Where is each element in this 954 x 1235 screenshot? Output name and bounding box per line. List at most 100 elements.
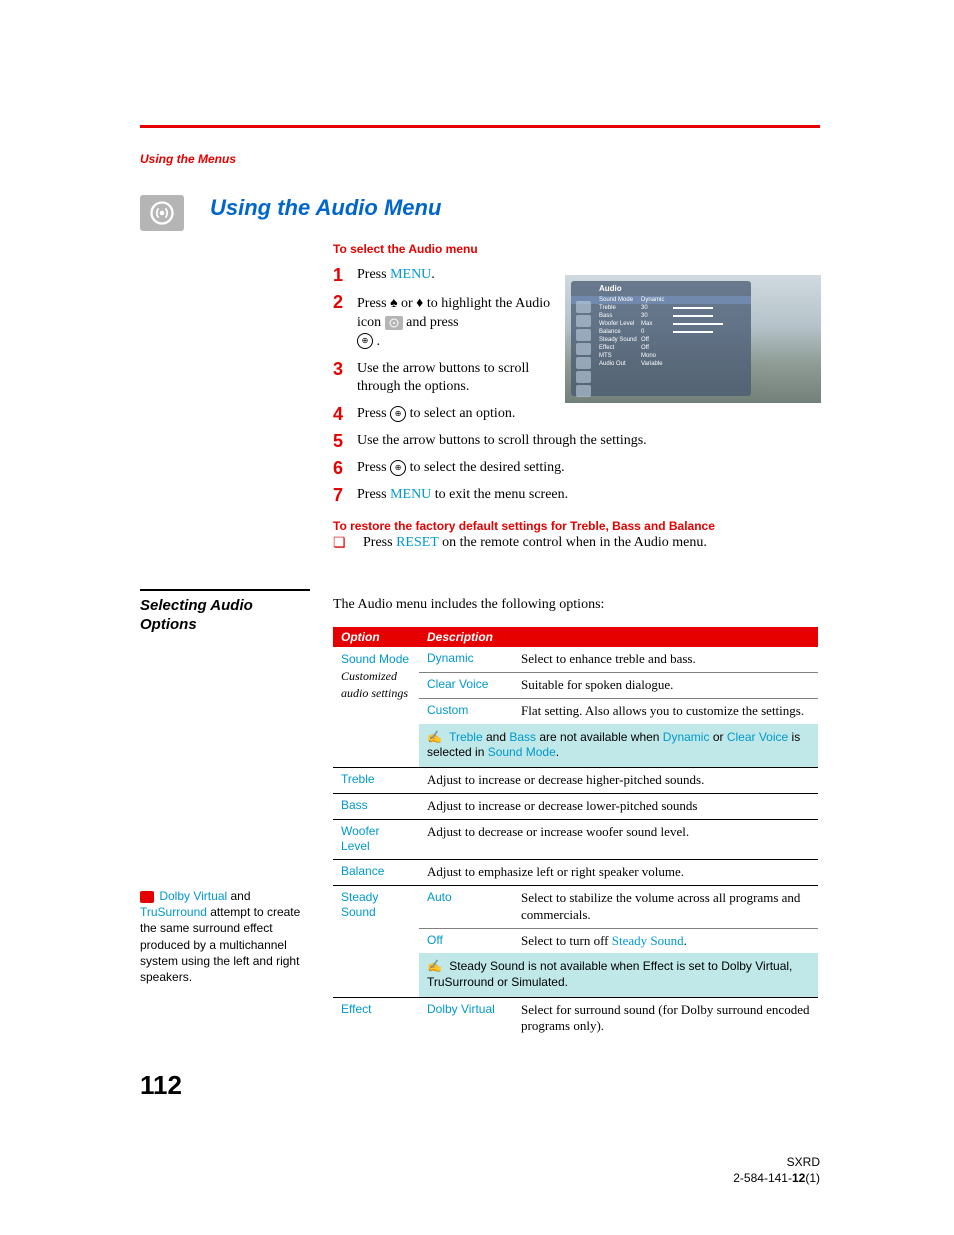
- text: or: [398, 296, 417, 311]
- table-row: Effect Dolby Virtual Select for surround…: [333, 997, 818, 1039]
- enter-button-icon: ⊕: [357, 333, 373, 349]
- top-rule: [140, 125, 820, 128]
- text: to select an option.: [406, 406, 515, 421]
- option-name: Woofer Level: [333, 819, 419, 859]
- text: Dynamic: [663, 730, 710, 744]
- page-number: 112: [140, 1070, 182, 1101]
- audio-section-icon: [140, 195, 184, 231]
- option-name: Sound Mode: [341, 652, 409, 666]
- text: or: [709, 730, 726, 744]
- tv-screenshot: Audio Sound ModeDynamic Treble30 Bass30 …: [565, 275, 821, 403]
- text: .: [431, 267, 435, 282]
- text: on the remote control when in the Audio …: [439, 535, 707, 550]
- table-row: Steady Sound Auto Select to stabilize th…: [333, 885, 818, 928]
- step-3: 3 Use the arrow buttons to scroll throug…: [333, 360, 553, 398]
- osd-row: Bass30: [571, 312, 751, 320]
- th-desc: Description: [419, 627, 513, 647]
- option-meta: Customized audio settings: [341, 669, 408, 700]
- section-heading: Selecting Audio Options: [140, 597, 310, 635]
- text: Select to turn off: [521, 933, 612, 948]
- step-num-6: 6: [333, 459, 357, 477]
- note-icon: ✍: [427, 730, 442, 746]
- section-divider: [140, 589, 310, 591]
- table-row: Treble Adjust to increase or decrease hi…: [333, 767, 818, 793]
- text: are not available when: [536, 730, 663, 744]
- audio-icon: [385, 316, 403, 330]
- sub-option: Dynamic: [419, 647, 513, 672]
- osd-title: Audio: [571, 281, 751, 296]
- page-title: Using the Audio Menu: [210, 195, 441, 221]
- footer-model: SXRD: [733, 1155, 820, 1171]
- osd-row: Woofer LevelMax: [571, 320, 751, 328]
- sub-option: Dolby Virtual: [419, 997, 513, 1039]
- text: Steady Sound is not available when Effec…: [427, 959, 792, 989]
- table-row: Woofer Level Adjust to decrease or incre…: [333, 819, 818, 859]
- step-num-7: 7: [333, 486, 357, 504]
- table-header-row: Option Description: [333, 627, 818, 647]
- osd-row: Treble30: [571, 304, 751, 312]
- subhead-select: To select the Audio menu: [333, 242, 818, 256]
- tip-icon: [140, 891, 154, 903]
- osd-row: MTSMono: [571, 352, 751, 360]
- option-name: Effect: [333, 997, 419, 1039]
- note-row: ✍ Steady Sound is not available when Eff…: [333, 953, 818, 997]
- text: Press: [357, 460, 390, 475]
- step-2: 2 Press ♠ or ♦ to highlight the Audio ic…: [333, 293, 553, 352]
- steps-list: 1 Press MENU. 2 Press ♠ or ♦ to highligh…: [333, 266, 553, 397]
- text: Press: [357, 406, 390, 421]
- option-desc: Adjust to increase or decrease lower-pit…: [419, 793, 818, 819]
- step-5: 5 Use the arrow buttons to scroll throug…: [333, 432, 818, 451]
- note-row: ✍ Treble and Bass are not available when…: [333, 724, 818, 768]
- text: to select the desired setting.: [406, 460, 565, 475]
- sub-option: Custom: [419, 698, 513, 723]
- text: Steady Sound: [612, 933, 684, 948]
- option-desc: Select to turn off Steady Sound.: [513, 928, 818, 953]
- option-desc: Adjust to decrease or increase woofer so…: [419, 819, 818, 859]
- text: TruSurround: [140, 905, 207, 919]
- menu-key: MENU: [390, 267, 431, 282]
- step-7: 7 Press MENU to exit the menu screen.: [333, 486, 818, 505]
- step-num-1: 1: [333, 266, 357, 284]
- option-name: Treble: [333, 767, 419, 793]
- step-4: 4 Press ⊕ to select an option.: [333, 405, 818, 424]
- step-num-4: 4: [333, 405, 357, 423]
- option-name: Balance: [333, 859, 419, 885]
- osd-row: Balance0: [571, 328, 751, 336]
- text: Press: [357, 487, 390, 502]
- osd-row: Audio OutVariable: [571, 360, 751, 368]
- subhead-restore: To restore the factory default settings …: [333, 519, 818, 533]
- option-desc: Select to stabilize the volume across al…: [513, 885, 818, 928]
- text: Press: [357, 296, 390, 311]
- sub-option: Off: [419, 928, 513, 953]
- text: and: [227, 889, 250, 903]
- enter-button-icon: ⊕: [390, 460, 406, 476]
- footer-docnum: 2-584-141-12(1): [733, 1171, 820, 1187]
- option-name: Steady Sound: [333, 885, 419, 953]
- text: .: [684, 933, 687, 948]
- th-option: Option: [333, 627, 419, 647]
- text: Use the arrow buttons to scroll through …: [357, 432, 818, 451]
- sidebar-note: Dolby Virtual and TruSurround attempt to…: [140, 888, 310, 985]
- option-desc: Suitable for spoken dialogue.: [513, 672, 818, 698]
- footer: SXRD 2-584-141-12(1): [733, 1155, 820, 1186]
- intro-text: The Audio menu includes the following op…: [333, 597, 818, 613]
- text: Treble: [449, 730, 483, 744]
- text: Press: [363, 535, 396, 550]
- step-num-2: 2: [333, 293, 357, 311]
- osd-row: Steady SoundOff: [571, 336, 751, 344]
- note-icon: ✍: [427, 959, 442, 975]
- menu-key: MENU: [390, 487, 431, 502]
- text: Bass: [509, 730, 536, 744]
- enter-button-icon: ⊕: [390, 406, 406, 422]
- text: Dolby Virtual: [159, 889, 227, 903]
- osd-icon-strip: [576, 301, 594, 399]
- osd-row: EffectOff: [571, 344, 751, 352]
- text: Press: [357, 267, 390, 282]
- th-blank: [513, 627, 818, 647]
- text: Clear Voice: [727, 730, 788, 744]
- reset-key: RESET: [396, 535, 439, 550]
- text: .: [556, 745, 559, 759]
- option-desc: Adjust to increase or decrease higher-pi…: [419, 767, 818, 793]
- text: and press: [403, 315, 459, 330]
- text: Use the arrow buttons to scroll through …: [357, 360, 553, 398]
